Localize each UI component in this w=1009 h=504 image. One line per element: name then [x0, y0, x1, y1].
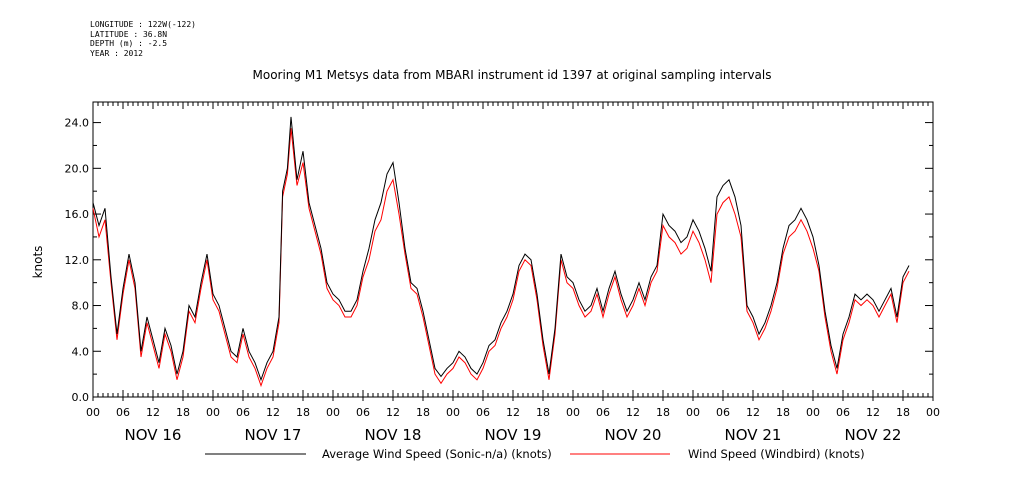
y-tick-label: 24.0 [65, 117, 90, 130]
plot-frame [92, 101, 934, 398]
x-hour-label: 00 [686, 406, 700, 419]
x-day-label: NOV 20 [605, 426, 662, 444]
x-hour-label: 06 [476, 406, 490, 419]
x-hour-label: 12 [626, 406, 640, 419]
x-hour-label: 12 [266, 406, 280, 419]
y-axis-label: knots [31, 246, 45, 279]
x-day-label: NOV 18 [365, 426, 422, 444]
x-hour-label: 18 [656, 406, 670, 419]
x-hour-label: 00 [926, 406, 940, 419]
x-hour-label: 00 [806, 406, 820, 419]
x-day-label: NOV 17 [245, 426, 302, 444]
x-hour-label: 18 [896, 406, 910, 419]
y-tick-label: 12.0 [65, 254, 90, 267]
x-hour-label: 18 [776, 406, 790, 419]
x-hour-label: 18 [296, 406, 310, 419]
y-tick-label: 4.0 [72, 345, 90, 358]
x-hour-label: 06 [356, 406, 370, 419]
x-hour-label: 12 [146, 406, 160, 419]
legend-label-sonic: Average Wind Speed (Sonic-n/a) (knots) [322, 447, 552, 461]
depth-text: DEPTH (m) : -2.5 [90, 39, 168, 48]
y-tick-label: 8.0 [72, 300, 90, 313]
chart-title: Mooring M1 Metsys data from MBARI instru… [253, 68, 772, 82]
x-hour-label: 06 [836, 406, 850, 419]
x-hour-label: 18 [536, 406, 550, 419]
x-hour-label: 12 [866, 406, 880, 419]
legend-label-windbird: Wind Speed (Windbird) (knots) [688, 447, 865, 461]
year-text: YEAR : 2012 [90, 48, 143, 58]
latitude-text: LATITUDE : 36.8N [90, 29, 168, 39]
x-hour-label: 12 [746, 406, 760, 419]
x-day-label: NOV 19 [485, 426, 542, 444]
x-hour-label: 00 [446, 406, 460, 419]
x-day-label: NOV 22 [845, 426, 902, 444]
x-hour-label: 18 [416, 406, 430, 419]
series-line-sonic [92, 116, 910, 382]
series-group [92, 116, 910, 388]
metadata-block: LONGITUDE : 122W(-122) LATITUDE : 36.8N … [90, 20, 196, 58]
x-hour-label: 00 [206, 406, 220, 419]
x-hour-label: 00 [566, 406, 580, 419]
x-hour-label: 06 [236, 406, 250, 419]
x-hour-label: 12 [506, 406, 520, 419]
x-hour-label: 06 [596, 406, 610, 419]
x-hour-label: 00 [86, 406, 100, 419]
x-hour-label: 06 [116, 406, 130, 419]
x-hour-label: 18 [176, 406, 190, 419]
x-hour-label: 00 [326, 406, 340, 419]
x-day-label: NOV 16 [125, 426, 182, 444]
y-tick-label: 0.0 [72, 391, 90, 404]
axes-group: 0.0 4.0 8.0 12.0 16.0 20.0 24.0 00 06 12 18 00 06 12 1… [65, 102, 940, 444]
x-day-label: NOV 21 [725, 426, 782, 444]
series-line-windbird [92, 128, 910, 388]
x-hour-label: 12 [386, 406, 400, 419]
y-tick-label: 20.0 [65, 162, 90, 175]
legend: Average Wind Speed (Sonic-n/a) (knots) W… [205, 447, 865, 461]
x-hour-label: 06 [716, 406, 730, 419]
y-tick-label: 16.0 [65, 208, 90, 221]
longitude-text: LONGITUDE : 122W(-122) [90, 20, 196, 29]
